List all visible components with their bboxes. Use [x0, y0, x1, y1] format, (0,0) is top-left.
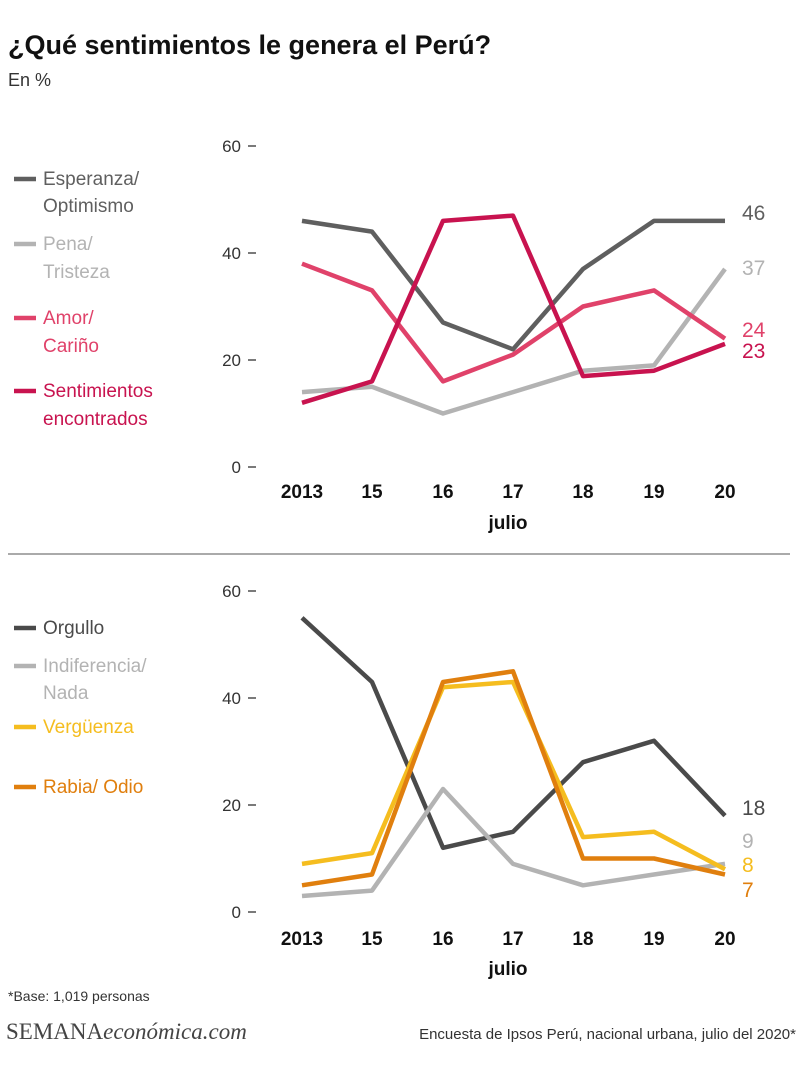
- p1-end-label-3: 7: [742, 879, 754, 902]
- p1-x-tick-1: 15: [361, 929, 383, 950]
- p0-legend-label-1-1: Tristeza: [43, 262, 110, 283]
- p0-legend-label-0-1: Optimismo: [43, 196, 134, 217]
- source-note: Encuesta de Ipsos Perú, nacional urbana,…: [419, 1026, 796, 1043]
- p1-y-tick-label-3: 60: [222, 582, 241, 601]
- p0-end-label-2: 24: [742, 319, 766, 342]
- p0-x-axis-label: julio: [487, 513, 527, 534]
- p1-y-tick-label-2: 40: [222, 689, 241, 708]
- p1-legend-label-2-0: Vergüenza: [43, 717, 134, 738]
- p1-end-label-1: 9: [742, 830, 754, 853]
- p0-x-tick-0: 2013: [281, 482, 323, 503]
- p1-y-tick-label-1: 20: [222, 796, 241, 815]
- p0-series-line-3: [301, 213, 726, 405]
- p1-x-axis-label: julio: [487, 959, 527, 980]
- p1-x-tick-2: 16: [432, 929, 453, 950]
- p1-legend-label-0-0: Orgullo: [43, 618, 104, 639]
- p0-end-label-1: 37: [742, 257, 765, 280]
- chart-subtitle: En %: [8, 70, 52, 90]
- p0-x-tick-2: 16: [432, 482, 453, 503]
- p1-x-tick-4: 18: [572, 929, 593, 950]
- p0-series-line-2: [301, 261, 727, 384]
- p0-series-line-1: [301, 267, 727, 416]
- p1-end-label-2: 8: [742, 854, 754, 877]
- p0-series-line-0: [301, 218, 725, 352]
- brand-logo-part1: SEMANA: [6, 1019, 104, 1044]
- p1-x-tick-5: 19: [643, 929, 664, 950]
- p1-series-line-1: [301, 786, 726, 899]
- p0-x-tick-6: 20: [714, 482, 735, 503]
- p0-end-label-0: 46: [742, 202, 765, 225]
- base-note: *Base: 1,019 personas: [8, 988, 150, 1004]
- p1-series-line-0: [300, 616, 727, 851]
- p1-end-label-0: 18: [742, 797, 765, 820]
- brand-logo: SEMANAeconómica.com: [6, 1019, 247, 1045]
- p0-y-tick-label-1: 20: [222, 351, 241, 370]
- p1-legend-label-1-0: Indiferencia/: [43, 656, 147, 677]
- p1-legend-label-3-0: Rabia/ Odio: [43, 777, 143, 798]
- p1-x-tick-0: 2013: [281, 929, 323, 950]
- brand-logo-part2: económica.com: [103, 1019, 247, 1044]
- p0-x-tick-3: 17: [502, 482, 523, 503]
- p0-legend-label-2-0: Amor/: [43, 308, 94, 329]
- chart-title: ¿Qué sentimientos le genera el Perú?: [8, 30, 492, 60]
- p0-y-tick-label-3: 60: [222, 137, 241, 156]
- p1-y-tick-label-0: 0: [232, 903, 241, 922]
- p0-end-label-3: 23: [742, 340, 765, 363]
- p1-legend-label-1-1: Nada: [43, 683, 89, 704]
- p1-x-tick-6: 20: [714, 929, 735, 950]
- p0-x-tick-4: 18: [572, 482, 593, 503]
- p0-legend-label-2-1: Cariño: [43, 336, 99, 357]
- p0-legend-label-1-0: Pena/: [43, 234, 93, 255]
- p1-series-line-2: [301, 679, 727, 872]
- p0-x-tick-5: 19: [643, 482, 664, 503]
- p0-y-tick-label-0: 0: [232, 458, 241, 477]
- p0-x-tick-1: 15: [361, 482, 383, 503]
- p0-legend-label-0-0: Esperanza/: [43, 169, 140, 190]
- p1-x-tick-3: 17: [502, 929, 523, 950]
- p0-legend-label-3-1: encontrados: [43, 409, 148, 430]
- p0-legend-label-3-0: Sentimientos: [43, 381, 153, 402]
- p0-y-tick-label-2: 40: [222, 244, 241, 263]
